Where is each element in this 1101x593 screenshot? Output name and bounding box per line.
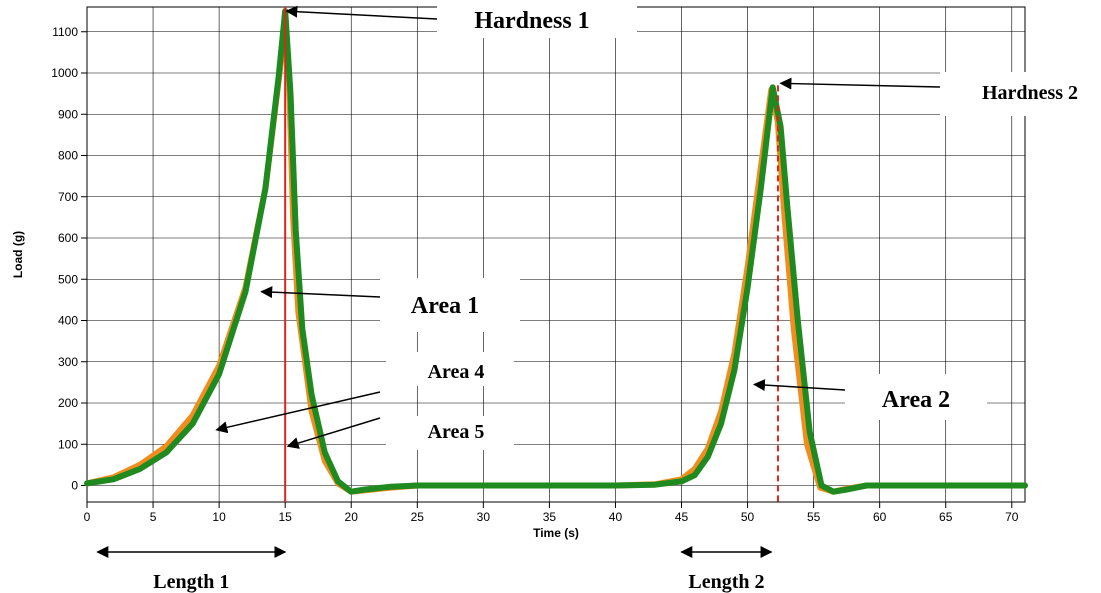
series-line-2 [84, 8, 1028, 495]
annotation-box [386, 352, 514, 386]
annotation-label: Hardness 2 [982, 82, 1078, 104]
x-tick-label: 45 [675, 510, 689, 524]
y-tick-label: 100 [58, 437, 78, 451]
x-tick-label: 55 [807, 510, 821, 524]
annotation-label: Area 1 [411, 293, 479, 319]
annotation-label: Hardness 1 [474, 8, 589, 34]
x-tick-label: 50 [741, 510, 755, 524]
annotation-arrow [260, 286, 381, 299]
x-tick-label: 10 [212, 510, 226, 524]
y-tick-label: 800 [58, 149, 78, 163]
y-tick-label: 400 [58, 314, 78, 328]
annotation-arrow [779, 77, 941, 90]
x-tick-label: 70 [1005, 510, 1019, 524]
x-tick-label: 0 [84, 510, 91, 524]
annotation-arrow [286, 417, 381, 449]
x-tick-label: 25 [411, 510, 425, 524]
annotation-arrow [215, 391, 381, 434]
x-tick-label: 5 [150, 510, 157, 524]
annotations: Hardness 1 Hardness 2 Area 1 Area 2 Area 4 Ar… [215, 0, 1101, 450]
y-tick-label: 500 [58, 272, 78, 286]
x-axis: 0 5 10 15 20 25 30 35 40 45 50 55 60 65 70 [84, 502, 1019, 524]
annotation-arrow [285, 5, 438, 20]
annotation-box [380, 278, 520, 332]
x-tick-label: 60 [873, 510, 887, 524]
y-tick-label: 600 [58, 231, 78, 245]
annotation-label: Area 5 [428, 421, 485, 443]
x-tick-label: 65 [939, 510, 953, 524]
y-tick-label: 0 [71, 479, 78, 493]
series-group [84, 8, 1028, 495]
x-tick-label: 35 [543, 510, 557, 524]
annotation-box [845, 374, 987, 420]
y-tick-label: 700 [58, 190, 78, 204]
x-axis-title: Time (s) [533, 526, 579, 540]
annotation-box [386, 416, 514, 450]
x-tick-label: 30 [477, 510, 491, 524]
reference-lines [284, 7, 779, 502]
annotation-label: Area 4 [428, 361, 485, 383]
y-tick-label: 1100 [52, 25, 78, 39]
y-tick-label: 1000 [51, 66, 78, 80]
y-tick-label: 200 [58, 396, 78, 410]
y-axis-title: Load (g) [11, 231, 25, 278]
annotation-box [437, 0, 637, 38]
x-tick-label: 15 [278, 510, 292, 524]
annotation-label: Area 2 [882, 387, 950, 413]
series-line-1 [84, 24, 1028, 495]
y-tick-label: 900 [58, 107, 78, 121]
y-axis: 0 100 200 300 400 500 600 700 800 900 1000 1100 [51, 25, 87, 493]
spans: Length 1 Length 2 [96, 546, 773, 593]
span-label-1: Length 1 [153, 571, 229, 593]
x-tick-label: 20 [345, 510, 359, 524]
span-label-2: Length 2 [688, 571, 764, 593]
annotation-arrow [752, 379, 846, 392]
y-tick-label: 300 [58, 355, 78, 369]
annotation-box [940, 72, 1101, 116]
x-tick-label: 40 [609, 510, 623, 524]
